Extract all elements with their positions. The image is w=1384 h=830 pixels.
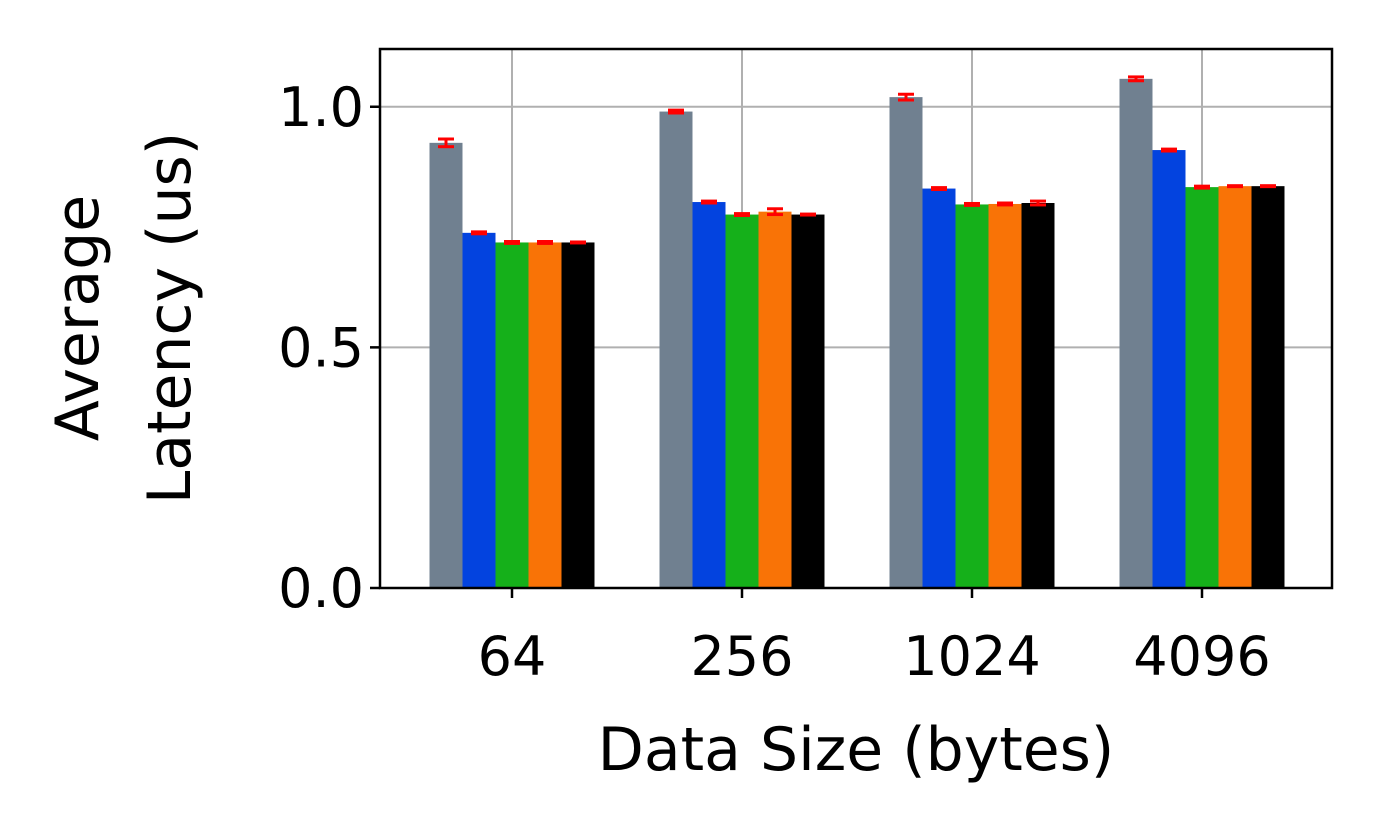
- bar: [955, 204, 989, 588]
- bar: [561, 242, 595, 588]
- bar: [791, 214, 825, 589]
- bar: [922, 188, 956, 588]
- bar: [1119, 78, 1153, 589]
- x-axis-label: Data Size (bytes): [598, 715, 1115, 785]
- bar: [725, 214, 759, 589]
- y-tick-label: 1.0: [278, 76, 364, 139]
- y-tick-label: 0.5: [278, 316, 364, 379]
- x-tick-label: 256: [690, 625, 793, 688]
- error-bars: [438, 75, 1276, 245]
- y-axis-label-line-1: Average: [43, 195, 113, 441]
- bar: [1021, 203, 1055, 588]
- bar: [1218, 186, 1252, 588]
- bar: [1251, 186, 1285, 588]
- axis-ticks: 0.0 0.5 1.0 64 256 1024 4096: [278, 76, 1271, 688]
- plot-frame: [378, 47, 1334, 590]
- x-tick-label: 4096: [1133, 625, 1270, 688]
- bar: [429, 142, 463, 588]
- bar: [758, 211, 792, 588]
- y-tick-label: 0.0: [278, 557, 364, 620]
- bars: [429, 78, 1285, 589]
- bar: [528, 242, 562, 588]
- bar: [889, 97, 923, 588]
- x-tick-label: 1024: [903, 625, 1040, 688]
- bar: [495, 242, 529, 588]
- y-axis-label-line-2: Latency (us): [135, 132, 205, 504]
- bar: [659, 111, 693, 588]
- bar: [988, 203, 1022, 588]
- bar: [692, 202, 726, 588]
- x-tick-label: 64: [478, 625, 547, 688]
- bar: [1152, 150, 1186, 588]
- bar: [462, 232, 496, 588]
- bar: [1185, 187, 1219, 588]
